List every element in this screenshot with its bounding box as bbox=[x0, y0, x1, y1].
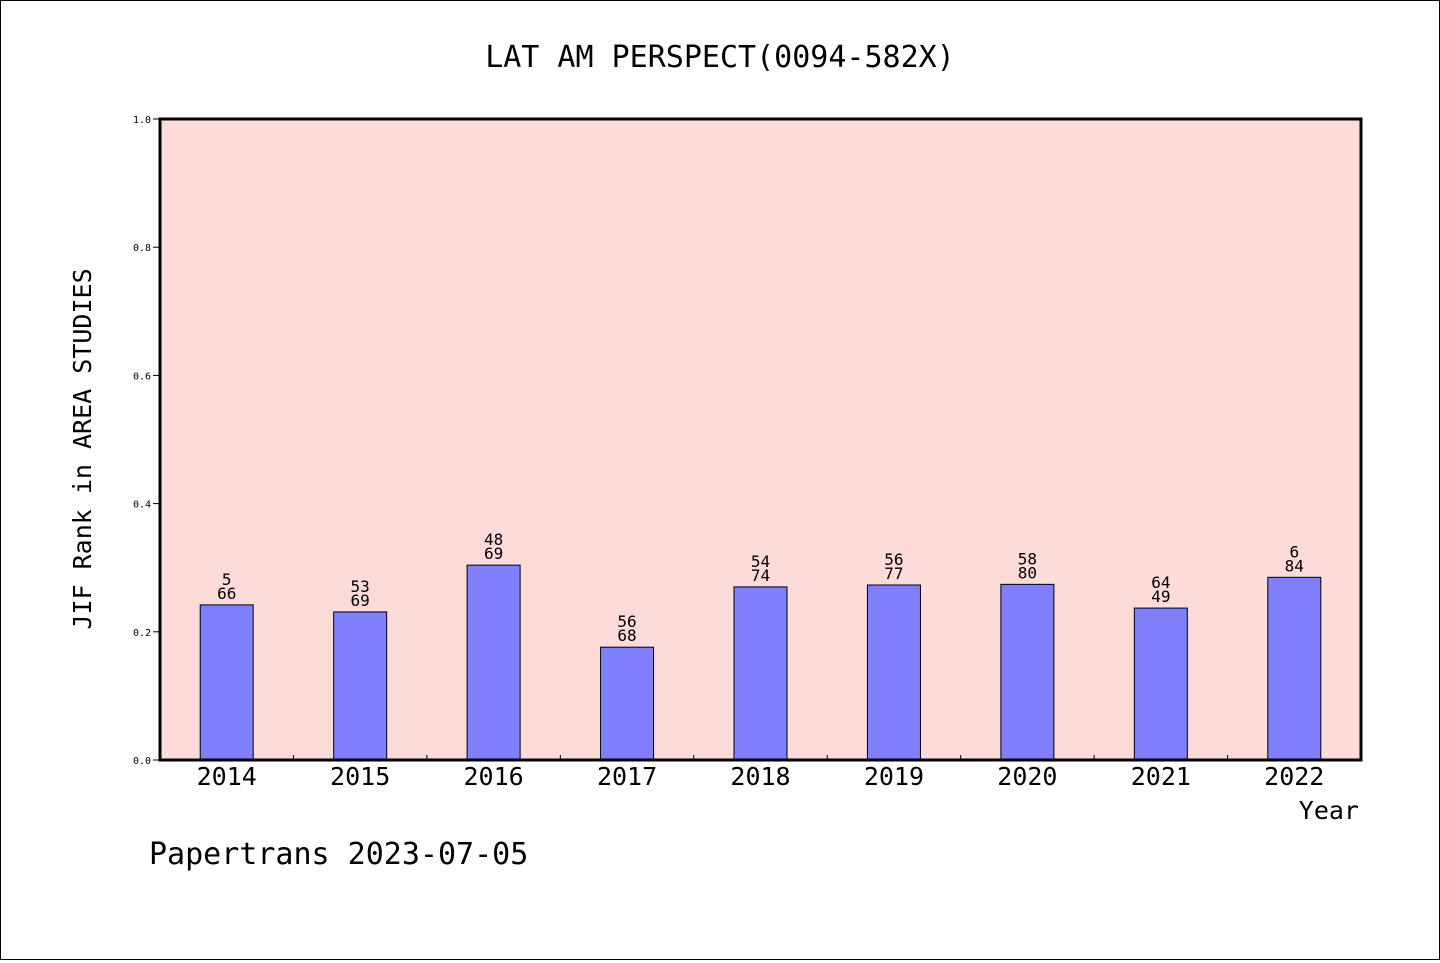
y-tick-label: 1.0 bbox=[133, 115, 151, 126]
x-tick-label: 2021 bbox=[1131, 762, 1191, 791]
bar-rank-label: 53 bbox=[351, 577, 370, 596]
bar-total-label: 74 bbox=[751, 566, 770, 585]
bar-total-label: 66 bbox=[217, 584, 236, 603]
bar bbox=[466, 564, 521, 761]
x-tick-label: 2022 bbox=[1264, 762, 1324, 791]
bars bbox=[199, 564, 1322, 761]
x-tick-label: 2014 bbox=[197, 762, 257, 791]
bar-total-label: 69 bbox=[351, 591, 370, 610]
bar-rank-label: 6 bbox=[1289, 542, 1299, 561]
y-tick-label: 0.4 bbox=[133, 500, 151, 511]
y-tick-label: 0.0 bbox=[133, 756, 151, 767]
y-tick-label: 0.8 bbox=[133, 243, 151, 254]
x-tick-label: 2016 bbox=[464, 762, 524, 791]
y-axis-label: JIF Rank in AREA STUDIES bbox=[68, 268, 97, 629]
x-tick-label: 2019 bbox=[864, 762, 924, 791]
bar-total-label: 77 bbox=[884, 564, 903, 583]
bar-total-label: 49 bbox=[1151, 587, 1170, 606]
bar bbox=[1000, 583, 1055, 761]
bar bbox=[600, 646, 655, 761]
y-tick-label: 0.6 bbox=[133, 371, 151, 382]
bar bbox=[1133, 607, 1188, 761]
bar-rank-label: 54 bbox=[751, 552, 770, 571]
x-tick-label: 2018 bbox=[730, 762, 790, 791]
x-tick-label: 2020 bbox=[997, 762, 1057, 791]
bar bbox=[1267, 576, 1322, 761]
plot-border bbox=[158, 117, 1363, 762]
bar-rank-label: 58 bbox=[1018, 549, 1037, 568]
y-tick-label: 0.2 bbox=[133, 628, 151, 639]
bar-rank-label: 48 bbox=[484, 530, 503, 549]
bar-rank-label: 64 bbox=[1151, 573, 1170, 592]
bar-rank-label: 56 bbox=[617, 612, 636, 631]
x-axis-label: Year bbox=[1299, 796, 1359, 825]
chart-title: LAT AM PERSPECT(0094-582X) bbox=[485, 40, 955, 75]
bar-total-label: 68 bbox=[617, 626, 636, 645]
watermark: Papertrans 2023-07-05 bbox=[149, 837, 528, 872]
bar-total-label: 80 bbox=[1018, 563, 1037, 582]
bar bbox=[199, 604, 254, 761]
bar-total-label: 69 bbox=[484, 544, 503, 563]
bar-rank-label: 5 bbox=[222, 570, 232, 589]
bar bbox=[866, 584, 921, 761]
bar bbox=[733, 586, 788, 761]
bar bbox=[333, 611, 388, 761]
x-tick-label: 2017 bbox=[597, 762, 657, 791]
x-tick-label: 2015 bbox=[330, 762, 390, 791]
y-axis-ticks: 0.0 0.2 0.4 0.6 0.8 1.0 bbox=[133, 115, 160, 767]
x-axis-ticks: 2014 2015 2016 2017 2018 2019 2020 2021 2022 bbox=[197, 755, 1324, 791]
bar-total-label: 84 bbox=[1285, 556, 1304, 575]
bar-rank-label: 56 bbox=[884, 550, 903, 569]
